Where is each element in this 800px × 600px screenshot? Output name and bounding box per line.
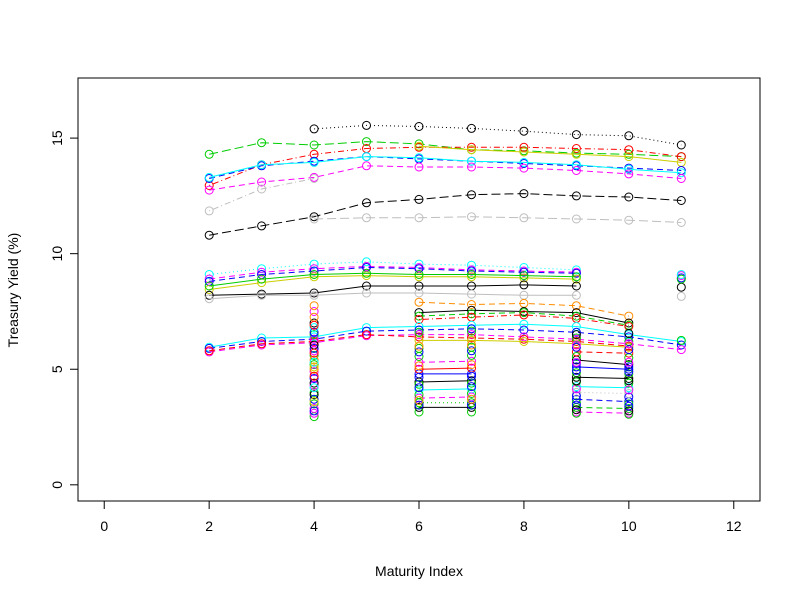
y-tick-label: 10 [49, 246, 65, 262]
x-tick-label: 6 [415, 518, 423, 534]
y-tick-label: 0 [49, 481, 65, 489]
x-tick-label: 2 [205, 518, 213, 534]
y-tick-label: 5 [49, 365, 65, 373]
x-tick-label: 4 [310, 518, 318, 534]
x-tick-label: 12 [726, 518, 742, 534]
y-axis-label: Treasury Yield (%) [5, 233, 21, 348]
x-tick-label: 8 [520, 518, 528, 534]
x-tick-label: 10 [621, 518, 637, 534]
x-tick-label: 0 [100, 518, 108, 534]
x-axis-label: Maturity Index [375, 563, 463, 579]
y-tick-label: 15 [49, 130, 65, 146]
